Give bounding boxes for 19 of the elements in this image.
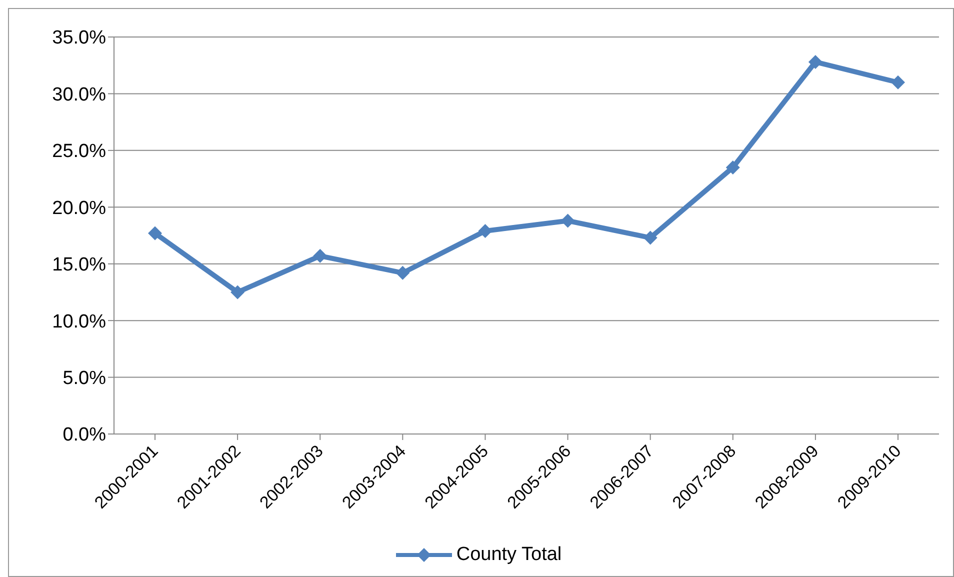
y-tick-label: 0.0%: [62, 424, 106, 446]
y-tick-label: 35.0%: [52, 28, 106, 49]
y-tick-label: 10.0%: [52, 311, 106, 332]
point: [230, 285, 245, 300]
point: [478, 224, 492, 238]
point: [148, 226, 162, 240]
point: [396, 266, 410, 280]
legend-label: County Total: [456, 544, 562, 566]
y-tick-label: 15.0%: [52, 254, 106, 276]
point: [726, 160, 740, 174]
y-tick-label: 20.0%: [52, 198, 106, 219]
point: [313, 248, 328, 263]
point: [808, 54, 822, 69]
y-tick-label: 30.0%: [52, 84, 106, 106]
point: [891, 75, 905, 90]
point: [643, 230, 658, 245]
point: [560, 214, 575, 228]
y-tick-label: 5.0%: [62, 368, 106, 390]
y-tick-label: 25.0%: [52, 141, 106, 162]
